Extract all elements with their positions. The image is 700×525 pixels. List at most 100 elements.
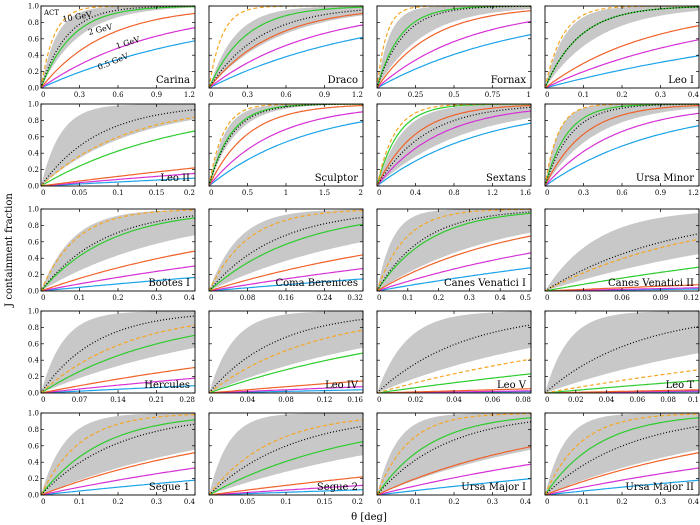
curve-10-gev	[41, 6, 195, 88]
x-tick-label: 0	[209, 498, 213, 506]
curve-2-gev	[209, 104, 363, 186]
median-curve	[209, 425, 363, 495]
curve-1-gev	[41, 27, 195, 88]
x-tick-label: 0.3	[655, 498, 666, 506]
x-tick-label: 0.3	[464, 294, 475, 302]
x-tick-label: 0.1	[578, 498, 589, 506]
x-tick-label: 0.9	[319, 91, 330, 99]
uncertainty-band	[41, 209, 195, 291]
x-tick-label: 0.21	[149, 396, 165, 404]
x-tick-label: 0.28	[179, 396, 195, 404]
curve-2-gev	[41, 366, 195, 393]
panel-frame	[544, 310, 700, 394]
curve-2-gev	[545, 104, 699, 186]
curve-1-gev	[41, 265, 195, 291]
curve-10-gev	[209, 223, 363, 291]
panel: 0 0.03 0.06 0.09 0.12 Canes Venatici II	[544, 208, 700, 302]
uncertainty-band	[209, 6, 363, 88]
median-curve	[41, 423, 195, 495]
x-tick-label: 1.2	[352, 91, 363, 99]
dashed-profile-curve	[41, 209, 195, 291]
curve-1-gev	[377, 463, 531, 495]
uncertainty-band	[209, 209, 363, 291]
x-tick-label: 0.4	[520, 498, 532, 506]
y-tick-label: 0.4	[28, 150, 40, 158]
x-tick-label: 0.4	[184, 294, 196, 302]
x-tick-label: 0	[41, 396, 45, 404]
x-tick-label: 0.09	[653, 294, 669, 302]
x-tick-label: 0.25	[408, 91, 424, 99]
curve-2-gev	[41, 167, 195, 186]
uncertainty-band	[41, 6, 195, 88]
curve-10-gev	[209, 352, 363, 393]
dashed-profile-curve	[545, 369, 699, 393]
x-tick-label: 0.07	[72, 396, 88, 404]
panel: 0 0.05 0.1 0.15 0.2 0.0 0.2 0.4 0.6 0.8 1.0 Leo II	[28, 101, 196, 197]
galaxy-name-label: Fornax	[491, 75, 527, 86]
median-curve	[209, 216, 363, 291]
curve-0-5-gev	[545, 479, 699, 495]
y-tick-label: 0.2	[28, 68, 39, 76]
panel-frame	[376, 208, 532, 292]
median-curve	[377, 6, 531, 88]
x-tick-label: 0.1	[280, 498, 291, 506]
uncertainty-band	[545, 311, 699, 393]
panel: 0 0.07 0.14 0.21 0.28 0.0 0.2 0.4 0.6 0.8 1.0 Hercu…	[28, 308, 196, 404]
curve-1-gev	[545, 467, 699, 495]
galaxy-name-label: Leo I	[668, 75, 694, 86]
panel: 0 0.3 0.6 0.9 1.2 0.0 0.2 0.4 0.6 0.8 1.0 Carina	[28, 3, 196, 99]
x-tick-label: 0	[209, 294, 213, 302]
x-tick-label: 0	[41, 294, 45, 302]
x-tick-label: 0.1	[688, 396, 699, 404]
curve-1-gev	[41, 467, 195, 495]
panel: 0 0.1 0.2 0.3 0.4 Leo I	[544, 5, 700, 99]
uncertainty-band	[545, 213, 699, 291]
curve-1-gev	[209, 386, 363, 393]
curve-10-gev	[545, 417, 699, 495]
curve-2-gev	[377, 235, 531, 291]
x-tick-label: 0	[545, 396, 549, 404]
median-curve	[545, 104, 699, 186]
act-tag: ACT	[43, 9, 59, 17]
dashed-profile-curve	[377, 358, 531, 393]
galaxy-name-label: Leo T	[666, 380, 695, 391]
x-tick-label: 0.4	[688, 498, 700, 506]
panel: 0 0.4 0.8 1.2 1.6 Sextans	[376, 103, 532, 197]
curve-10-gev	[545, 266, 699, 291]
y-tick-label: 0.8	[28, 117, 39, 125]
panel: 0 0.1 0.2 0.3 0.4 0.0 0.2 0.4 0.6 0.8 1.0 Segue 1	[28, 410, 196, 507]
x-tick-label: 0.9	[151, 91, 162, 99]
panel: 0 0.02 0.04 0.06 0.08 0.1 Leo T	[544, 310, 700, 404]
x-tick-label: 0.4	[184, 498, 196, 506]
curve-1-gev	[377, 20, 531, 88]
curve-10-gev	[377, 212, 531, 291]
y-tick-label: 0.0	[28, 390, 39, 398]
panel: 0 0.1 0.2 0.3 0.4 Ursa Major II	[544, 412, 700, 506]
y-tick-label: 1.0	[28, 410, 39, 418]
x-tick-label: 0.06	[630, 396, 646, 404]
dashed-profile-curve	[209, 209, 363, 291]
x-tick-label: 1.5	[319, 189, 330, 197]
curve-2-gev	[209, 380, 363, 393]
x-tick-label: 0.06	[485, 396, 501, 404]
y-tick-label: 0.4	[28, 52, 40, 60]
x-tick-label: 0.3	[487, 498, 498, 506]
curve-2-gev	[41, 12, 195, 88]
galaxy-name-label: Sculptor	[315, 173, 359, 184]
curve-1-gev	[377, 110, 531, 186]
x-tick-label: 0.3	[242, 91, 253, 99]
galaxy-name-label: Draco	[328, 75, 358, 86]
galaxy-name-label: Hercules	[144, 380, 190, 391]
galaxy-name-label: Leo V	[497, 380, 527, 391]
x-tick-label: 0.06	[614, 294, 630, 302]
y-tick-label: 0.0	[28, 183, 39, 191]
x-tick-label: 0.02	[408, 396, 424, 404]
median-curve	[545, 325, 699, 393]
x-tick-label: 0.24	[317, 294, 333, 302]
dashed-profile-curve	[41, 116, 195, 186]
x-tick-label: 1.2	[487, 189, 498, 197]
x-tick-label: 0.6	[280, 91, 292, 99]
dashed-profile-curve	[209, 329, 363, 393]
median-curve	[41, 109, 195, 186]
x-tick-label: 0.2	[112, 498, 123, 506]
